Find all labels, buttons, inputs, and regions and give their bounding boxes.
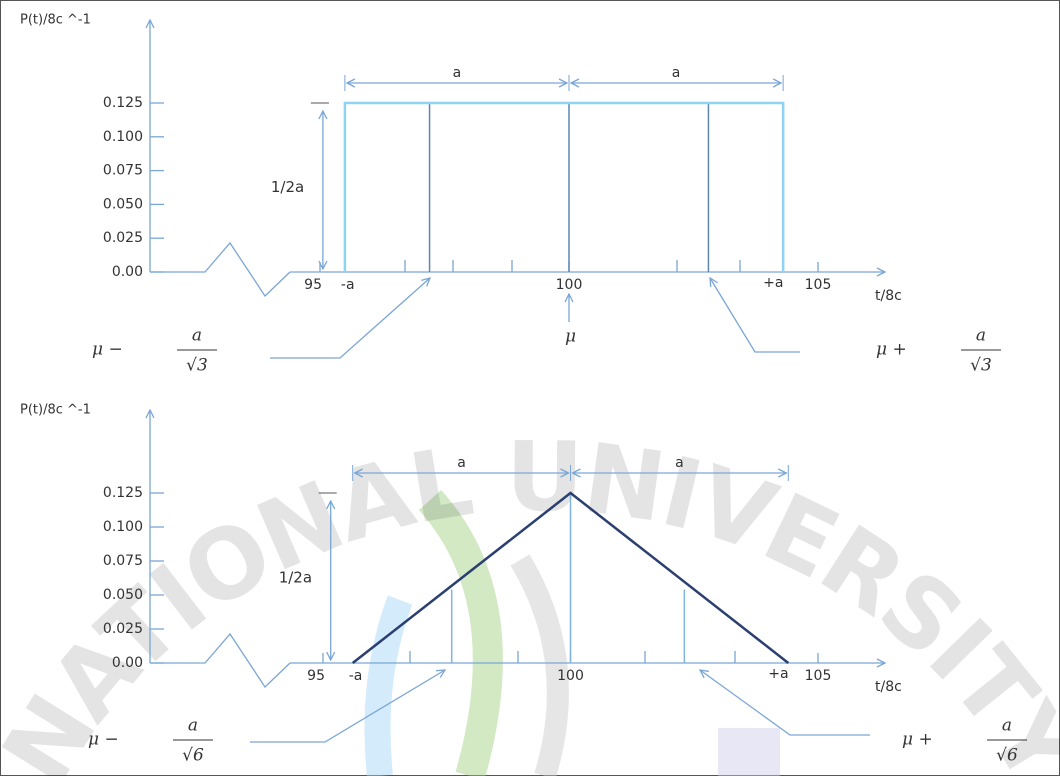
y-tick-label: 0.100 [103, 129, 143, 145]
formula-numerator: a [1002, 716, 1012, 736]
formula-prefix: μ − [88, 730, 119, 750]
leader-line [710, 278, 800, 353]
dimension-label: a [457, 455, 466, 471]
y-tick-label: 0.025 [103, 230, 143, 246]
formula-denominator: √6 [182, 746, 204, 766]
dimension-label: a [672, 65, 681, 81]
x-tick-label: 105 [805, 277, 832, 293]
x-tick-label: 100 [557, 668, 584, 684]
formula-prefix: μ + [902, 730, 933, 750]
formula-denominator: √3 [186, 356, 208, 376]
watermark-decor [364, 489, 780, 776]
minus-a-label: -a [349, 668, 363, 684]
distribution-line [351, 491, 790, 664]
y-tick-label: 0.100 [103, 519, 143, 535]
x-tick-label: 95 [304, 277, 322, 293]
x-tick-label: 100 [556, 277, 583, 293]
mean-label: μ [565, 327, 576, 347]
leader-line [700, 670, 870, 736]
leader-line [250, 670, 445, 743]
formula-prefix: μ + [876, 340, 907, 360]
y-tick-label: 0.125 [103, 485, 143, 501]
distribution-line [343, 101, 785, 272]
leader-line [270, 278, 430, 359]
dimension-label: a [453, 65, 462, 81]
dimension-label: a [675, 455, 684, 471]
height-label: 1/2a [271, 178, 304, 196]
formula-numerator: a [976, 326, 986, 346]
y-tick-label: 0.050 [103, 587, 143, 603]
plus-a-label: +a [763, 275, 783, 291]
y-tick-label: 0.00 [112, 655, 143, 671]
y-tick-label: 0.00 [112, 264, 143, 280]
y-tick-label: 0.075 [103, 163, 143, 179]
plus-a-label: +a [768, 666, 788, 682]
formula-numerator: a [188, 716, 198, 736]
y-axis-label: P(t)/8c ^-1 [20, 403, 91, 418]
y-tick-label: 0.025 [103, 621, 143, 637]
minus-a-label: -a [341, 277, 355, 293]
y-tick-label: 0.050 [103, 196, 143, 212]
x-axis-label: t/8c [875, 288, 902, 304]
formula-denominator: √6 [996, 746, 1018, 766]
y-axis-label: P(t)/8c ^-1 [20, 13, 91, 28]
x-tick-label: 95 [307, 668, 325, 684]
formula-numerator: a [192, 326, 202, 346]
y-tick-label: 0.075 [103, 553, 143, 569]
x-axis-label: t/8c [875, 679, 902, 695]
x-tick-label: 105 [805, 668, 832, 684]
axis-break [150, 241, 291, 298]
formula-denominator: √3 [970, 356, 992, 376]
height-label: 1/2a [279, 569, 312, 587]
axis-break [150, 632, 291, 689]
formula-prefix: μ − [92, 340, 123, 360]
y-tick-label: 0.125 [103, 95, 143, 111]
